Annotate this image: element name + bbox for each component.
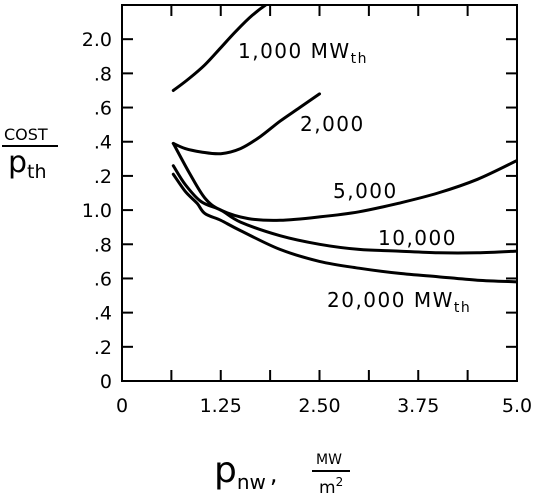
x-axis-unit-denominator: m2	[319, 475, 343, 498]
y-tick-label: .6	[94, 268, 112, 290]
series-line-5000	[171, 141, 517, 222]
y-tick-label: .8	[94, 63, 112, 85]
y-tick-label: .6	[94, 98, 112, 120]
series-label-10000: 10,000	[378, 226, 457, 250]
y-axis-label-numerator: COST	[4, 125, 48, 144]
y-tick-label: 2.0	[82, 29, 112, 51]
series-line-10000	[171, 164, 517, 255]
y-axis-label-denominator: pth	[8, 145, 47, 183]
y-tick-label: .2	[94, 337, 112, 359]
series-label-1000: 1,000 MWth	[238, 39, 368, 67]
y-tick-label: .8	[94, 234, 112, 256]
x-tick-label: 3.75	[397, 395, 439, 417]
x-axis-label: pnw,	[214, 450, 278, 494]
x-axis-unit-numerator: MW	[316, 452, 342, 468]
x-tick-label: 2.50	[298, 395, 340, 417]
series-label-20000: 20,000 MWth	[327, 288, 471, 316]
data-series	[171, 5, 517, 284]
y-tick-label: .4	[94, 132, 112, 154]
x-tick-label: 0	[116, 395, 128, 417]
axis-ticks: 0 .2 .4 .6 .8 1.0 .2 .4 .6 .8 2.0 0 1.25 2.50 3.75 5.0	[82, 5, 532, 417]
y-tick-label: 1.0	[82, 200, 112, 222]
x-tick-label: 5.0	[502, 395, 532, 417]
y-tick-label: .4	[94, 303, 112, 325]
y-tick-label: .2	[94, 166, 112, 188]
x-tick-label: 1.25	[200, 395, 242, 417]
y-tick-label: 0	[100, 371, 112, 393]
series-line-20000	[171, 172, 517, 284]
series-line-2000	[171, 92, 321, 156]
series-label-2000: 2,000	[300, 112, 365, 136]
series-label-5000: 5,000	[333, 179, 398, 203]
series-line-1000	[171, 5, 269, 92]
